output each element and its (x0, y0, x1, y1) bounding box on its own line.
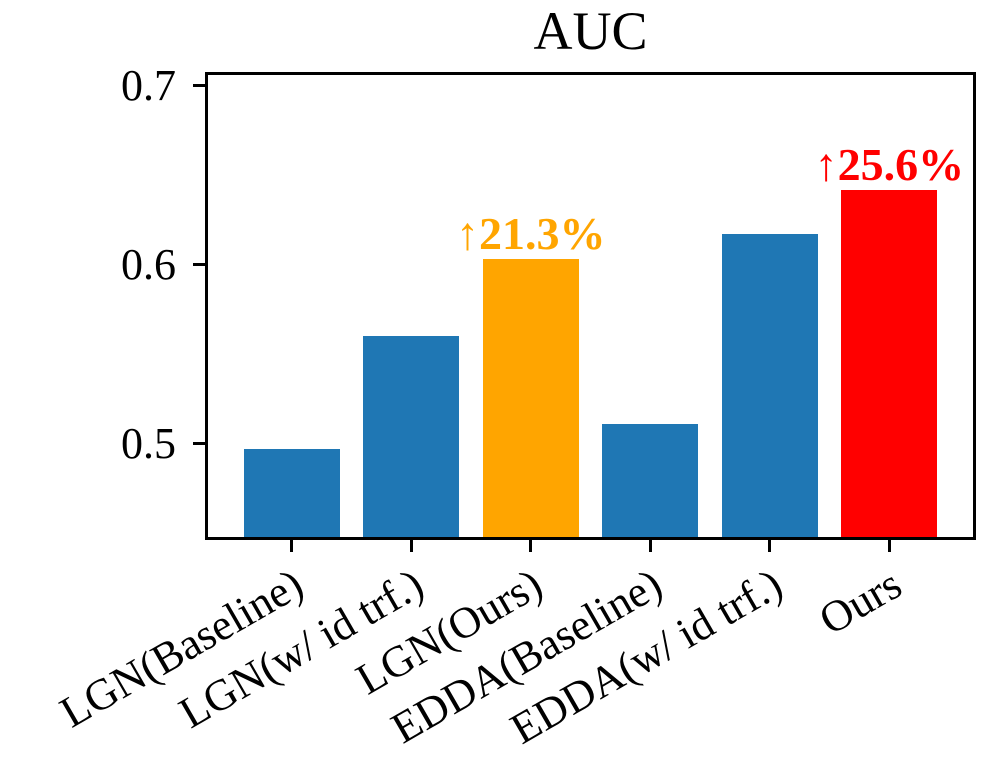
x-axis-category-label: Ours (810, 559, 910, 645)
y-axis-tick-mark (193, 84, 205, 88)
bar-lgn-baseline (243, 449, 340, 537)
bar-lgn-ours (482, 259, 579, 537)
x-axis-tick-mark (648, 540, 652, 552)
y-axis-tick-label: 0.7 (121, 60, 176, 110)
y-axis-tick-mark (193, 263, 205, 267)
bar-edda-baseline (602, 424, 699, 537)
x-axis-tick-mark (529, 540, 533, 552)
bar-lgn-w-id-trf (363, 336, 460, 537)
x-axis-tick-mark (290, 540, 294, 552)
y-axis-tick-label: 0.6 (121, 239, 176, 289)
y-axis-tick-mark (193, 442, 205, 446)
bar-edda-w-id-trf (721, 234, 818, 537)
x-axis-tick-mark (768, 540, 772, 552)
improvement-annotation: ↑21.3% (455, 208, 606, 260)
x-axis-tick-mark (409, 540, 413, 552)
bar-ours (841, 189, 938, 537)
x-axis-tick-mark (887, 540, 891, 552)
improvement-annotation: ↑25.6% (814, 138, 965, 190)
y-axis-tick-label: 0.5 (121, 418, 176, 468)
chart-title: AUC (533, 1, 648, 61)
